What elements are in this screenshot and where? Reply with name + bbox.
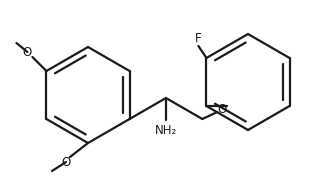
Text: F: F [195,31,202,44]
Text: O: O [218,102,227,116]
Text: O: O [61,155,71,169]
Text: NH₂: NH₂ [155,124,177,137]
Text: O: O [23,46,32,59]
